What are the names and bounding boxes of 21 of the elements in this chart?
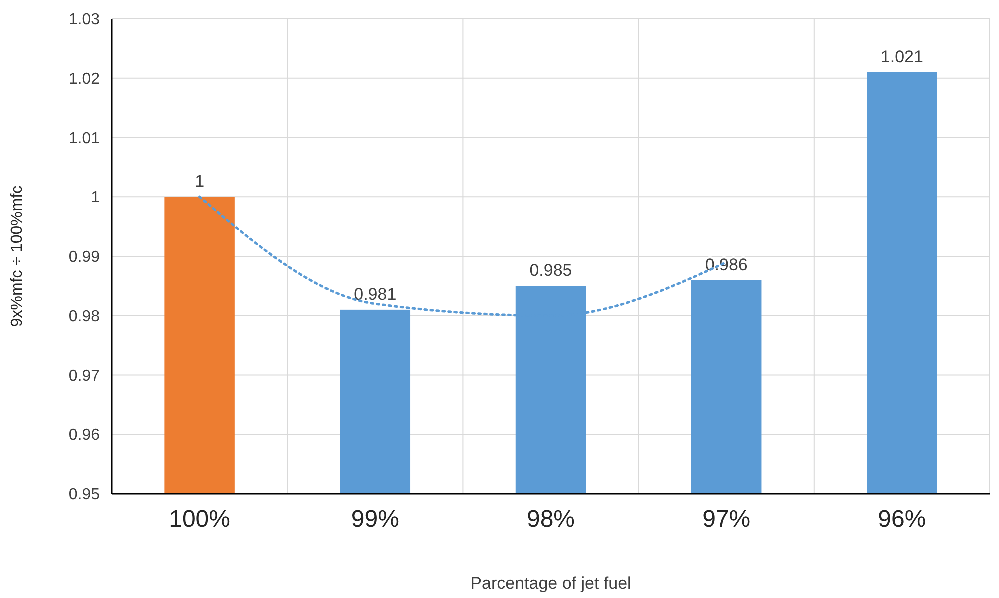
x-tick-label: 100% <box>169 506 230 533</box>
y-tick-label: 1.01 <box>68 130 100 148</box>
y-axis-title: 9x%mfc ÷ 100%mfc <box>9 186 26 328</box>
data-label: 1 <box>195 172 205 192</box>
data-label: 0.981 <box>354 284 397 304</box>
x-tick-label: 97% <box>702 506 751 533</box>
y-tick-label: 1 <box>91 190 100 207</box>
y-tick-label: 0.95 <box>68 486 100 504</box>
x-tick-label: 99% <box>351 506 400 533</box>
x-tick-label: 98% <box>526 506 576 533</box>
y-tick-label: 0.99 <box>68 249 100 266</box>
y-tick-label: 1.02 <box>68 70 100 88</box>
data-label: 0.985 <box>530 261 572 280</box>
data-label: 1.021 <box>880 47 924 66</box>
x-axis-title: Parcentage of jet fuel <box>470 574 632 593</box>
y-tick-label: 0.98 <box>68 308 100 326</box>
y-tick-label: 0.96 <box>68 427 100 444</box>
y-tick-label: 1.03 <box>68 12 100 29</box>
data-label: 0.986 <box>705 255 748 274</box>
y-tick-label: 0.97 <box>68 368 100 385</box>
x-tick-label: 96% <box>878 506 926 533</box>
